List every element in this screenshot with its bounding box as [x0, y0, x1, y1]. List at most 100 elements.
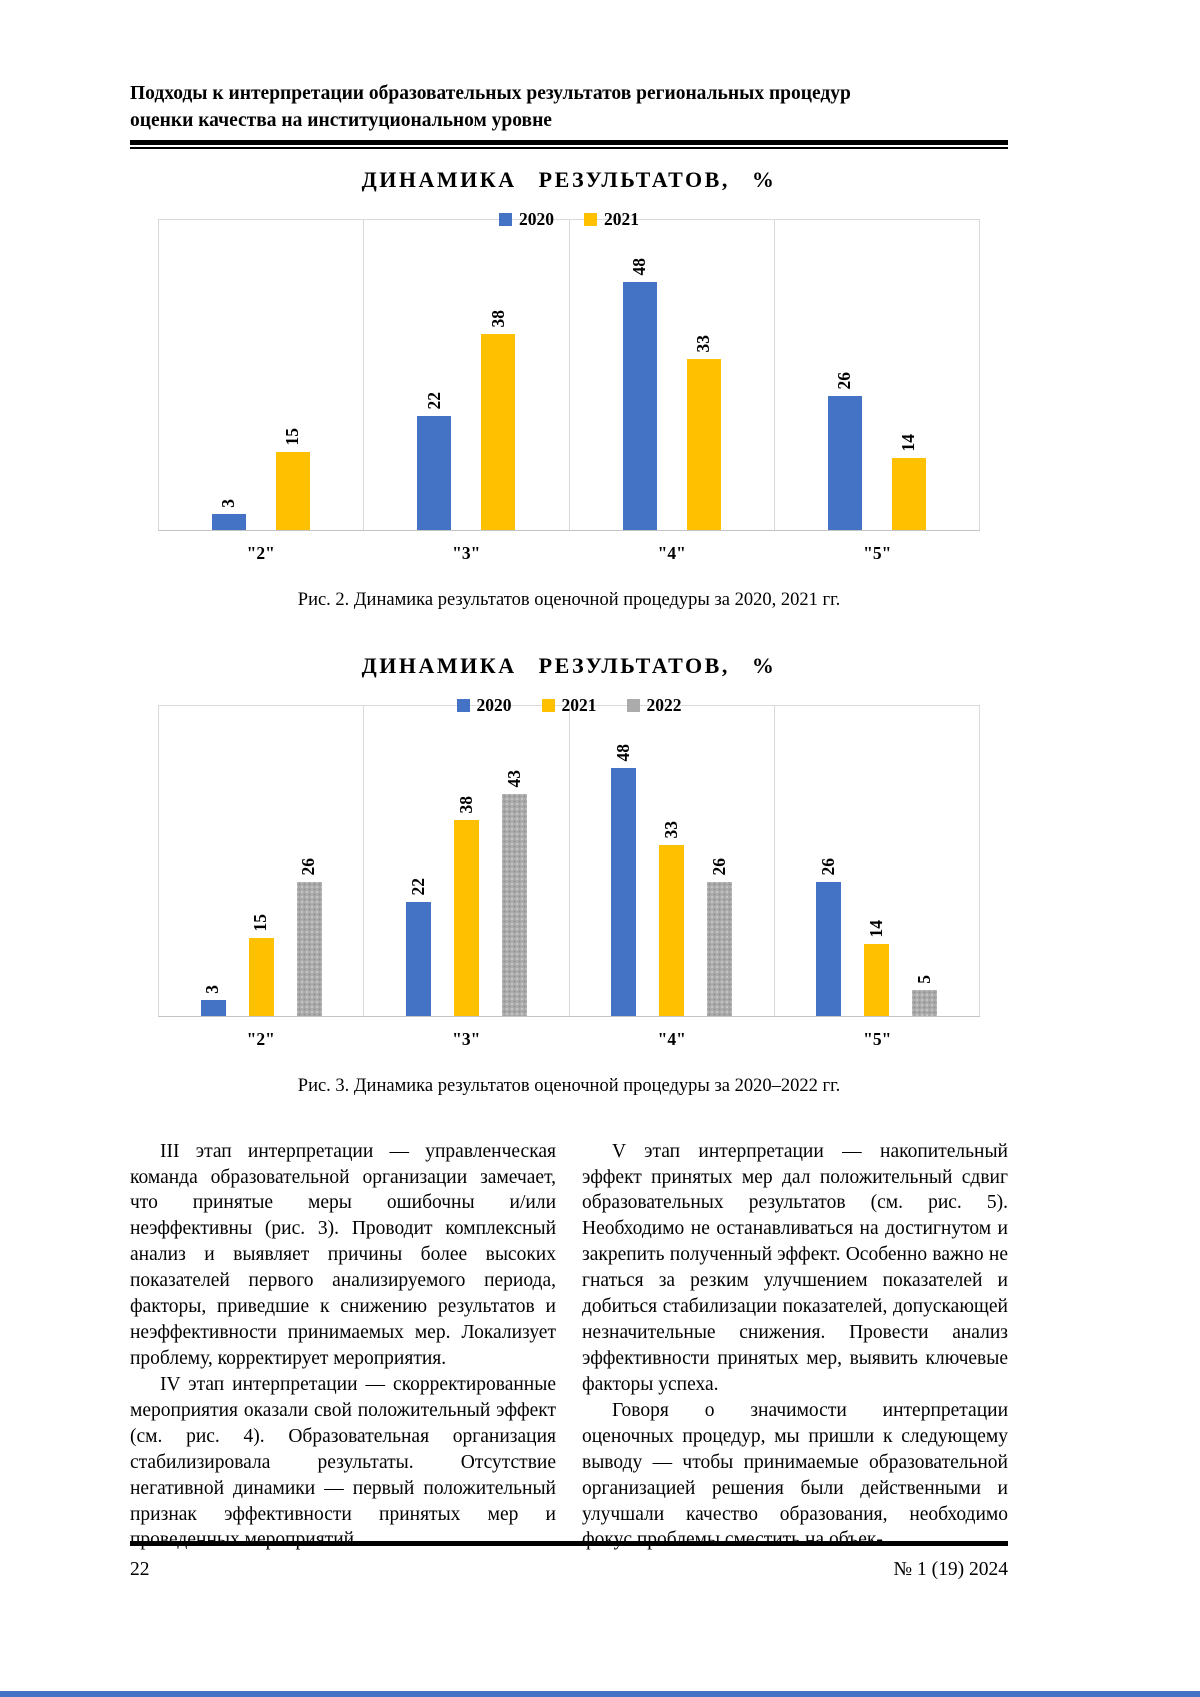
page-footer: 22 № 1 (19) 2024 — [130, 1541, 1008, 1581]
x-axis-label: "2" — [246, 542, 275, 563]
bar-value-label: 43 — [503, 770, 524, 788]
bar-value-label: 48 — [628, 258, 649, 276]
bar-2020 — [611, 767, 637, 1016]
body-text: III этап интерпретации — управленческая … — [130, 1139, 1008, 1554]
running-head-line-2: оценки качества на институциональном уро… — [130, 110, 552, 132]
chart-1-title: ДИНАМИКА РЕЗУЛЬТАТОВ, % — [361, 166, 777, 192]
bar-2020 — [212, 513, 247, 530]
bar-2021 — [891, 457, 926, 530]
chart-2-title: ДИНАМИКА РЕЗУЛЬТАТОВ, % — [361, 652, 777, 678]
category-panel: 3 15 26 — [159, 705, 365, 1016]
bar-2022 — [296, 881, 322, 1016]
body-column-right: V этап интерпретации — накопительный эфф… — [582, 1139, 1008, 1554]
chart-2: 2020 2021 2022 3 15 26 22 38 43 48 33 26 26 14 5 "2" "… — [158, 695, 980, 1050]
figure-2-caption: Рис. 2. Динамика результатов оценочной п… — [297, 589, 841, 610]
issue-label: № 1 (19) 2024 — [893, 1559, 1008, 1580]
bar-value-label: 33 — [660, 821, 681, 839]
header-rule-thin — [130, 146, 1008, 149]
bar-value-label: 14 — [898, 434, 919, 452]
page-content: Подходы к интерпретации образовательных … — [130, 0, 1008, 1553]
bar-2021 — [453, 819, 479, 1016]
bar-2021 — [864, 943, 890, 1016]
paragraph-conclusion: Говоря о значимости интерпретации оценоч… — [582, 1399, 1008, 1551]
bar-group: 48 — [611, 744, 637, 1016]
bar-2020 — [816, 881, 842, 1016]
category-panel: 22 38 — [364, 219, 570, 530]
running-head: Подходы к интерпретации образовательных … — [130, 0, 1008, 135]
bar-value-label: 15 — [282, 428, 303, 446]
bar-group: 14 — [891, 434, 926, 530]
bar-2021 — [659, 844, 685, 1016]
bar-2022 — [707, 881, 733, 1016]
bar-group: 15 — [276, 428, 311, 530]
bar-group: 5 — [912, 974, 938, 1016]
chart-1: 2020 2021 3 15 22 38 48 33 26 14 "2" "3" "4" "5" — [158, 209, 980, 564]
bar-group: 14 — [864, 920, 890, 1016]
running-head-line-1: Подходы к интерпретации образовательных … — [130, 83, 851, 104]
bar-value-label: 14 — [866, 920, 887, 938]
footer-row: 22 № 1 (19) 2024 — [130, 1559, 1008, 1581]
bar-value-label: 26 — [708, 858, 729, 876]
bar-value-label: 33 — [692, 335, 713, 353]
bar-2021 — [248, 937, 274, 1016]
category-panel: 22 38 43 — [364, 705, 570, 1016]
x-axis-label: "4" — [657, 542, 686, 563]
category-panel: 3 15 — [159, 219, 365, 530]
chart-1-x-axis: "2" "3" "4" "5" — [158, 543, 980, 564]
bar-group: 26 — [296, 858, 322, 1016]
bar-group: 33 — [686, 335, 721, 530]
bar-2021 — [481, 333, 516, 530]
bar-value-label: 38 — [455, 796, 476, 814]
footer-rule — [130, 1541, 1008, 1546]
bar-group: 22 — [405, 878, 431, 1016]
bar-group: 26 — [816, 858, 842, 1016]
x-axis-label: "3" — [452, 1028, 481, 1049]
bar-2022 — [501, 793, 527, 1016]
bar-group: 48 — [622, 258, 657, 530]
bar-value-label: 22 — [423, 392, 444, 410]
paragraph-stage-4: IV этап интерпретации — скорректированны… — [130, 1373, 556, 1551]
bar-value-label: 22 — [407, 878, 428, 896]
bar-group: 22 — [417, 392, 452, 530]
bar-value-label: 26 — [834, 372, 855, 390]
bar-group: 26 — [827, 372, 862, 530]
bar-value-label: 3 — [218, 498, 239, 508]
bar-value-label: 5 — [914, 974, 935, 984]
bar-group: 33 — [659, 821, 685, 1016]
bar-2020 — [622, 281, 657, 530]
paragraph-stage-5: V этап интерпретации — накопительный эфф… — [582, 1140, 1008, 1395]
page-number: 22 — [130, 1559, 150, 1580]
header-rule-thick — [130, 139, 1008, 145]
bar-2021 — [276, 451, 311, 530]
category-panel: 48 33 — [570, 219, 775, 530]
bar-value-label: 38 — [487, 310, 508, 328]
bar-group: 26 — [707, 858, 733, 1016]
bar-group: 15 — [248, 914, 274, 1016]
chart-2-plot: 3 15 26 22 38 43 48 33 26 26 14 5 — [158, 704, 980, 1017]
bar-2020 — [405, 901, 431, 1016]
bar-group: 3 — [200, 985, 226, 1016]
bar-2020 — [827, 395, 862, 530]
bar-value-label: 15 — [250, 914, 271, 932]
bar-group: 3 — [212, 498, 247, 530]
body-column-left: III этап интерпретации — управленческая … — [130, 1139, 556, 1554]
header-rule — [130, 139, 1008, 149]
bar-group: 38 — [453, 796, 479, 1016]
chart-1-plot: 3 15 22 38 48 33 26 14 — [158, 218, 980, 531]
bar-group: 38 — [481, 310, 516, 530]
category-panel: 26 14 5 — [775, 705, 980, 1016]
bar-2020 — [200, 999, 226, 1016]
chart-1-plot-area: 2020 2021 3 15 22 38 48 33 26 14 — [158, 209, 980, 531]
bar-2021 — [686, 358, 721, 530]
category-panel: 48 33 26 — [570, 705, 775, 1016]
x-axis-label: "5" — [863, 1028, 892, 1049]
bar-value-label: 26 — [298, 858, 319, 876]
paragraph-stage-3: III этап интерпретации — управленческая … — [130, 1140, 556, 1369]
chart-2-plot-area: 2020 2021 2022 3 15 26 22 38 43 48 33 26 26 14 5 — [158, 695, 980, 1017]
figure-3-caption: Рис. 3. Динамика результатов оценочной п… — [297, 1075, 841, 1096]
bottom-accent-bar — [0, 1691, 1200, 1697]
category-panel: 26 14 — [775, 219, 980, 530]
x-axis-label: "3" — [452, 542, 481, 563]
bar-value-label: 26 — [818, 858, 839, 876]
